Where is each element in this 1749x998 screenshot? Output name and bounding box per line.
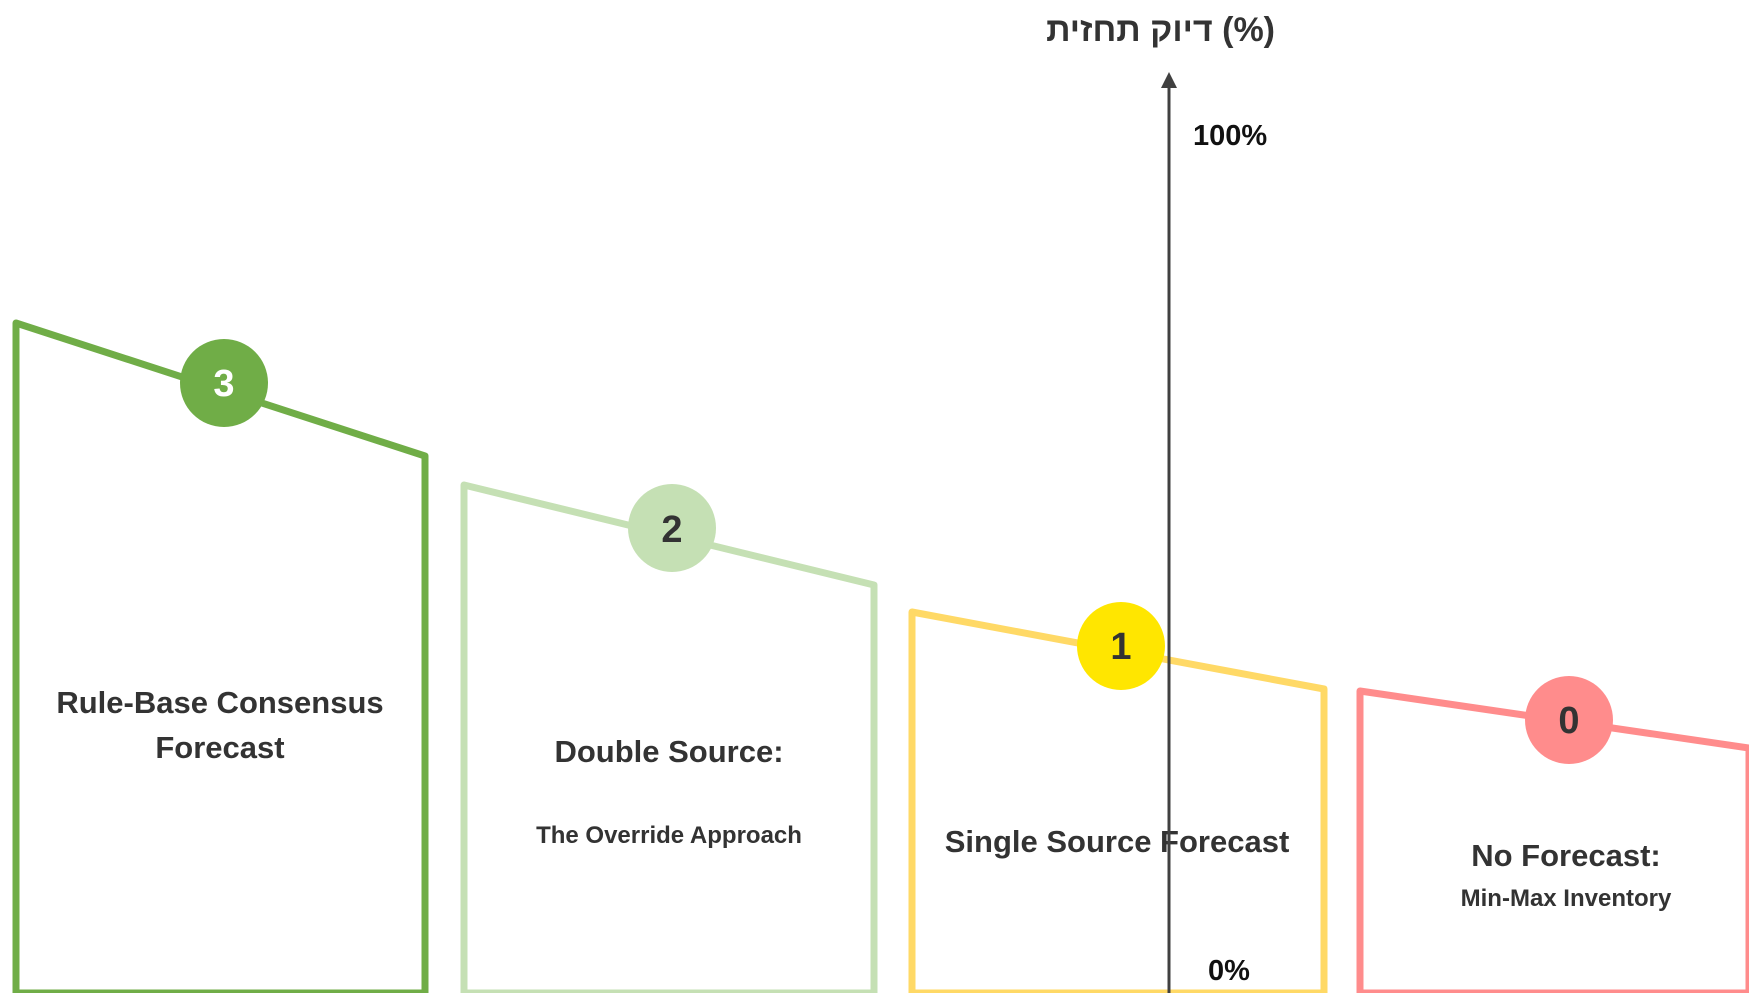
level-0-subtitle: Min-Max Inventory bbox=[1461, 885, 1672, 912]
level-3-panel: 3 Rule-Base Consensus Forecast bbox=[12, 319, 429, 997]
level-3-number: 3 bbox=[213, 363, 234, 405]
axis-title: דיוק תחזית (%) bbox=[1046, 11, 1275, 49]
level-0-title: No Forecast: bbox=[1471, 838, 1660, 873]
axis-bottom-label: 0% bbox=[1208, 955, 1250, 987]
level-2-subtitle: The Override Approach bbox=[536, 822, 802, 849]
level-1-badge bbox=[1077, 602, 1165, 690]
level-1-number: 1 bbox=[1110, 626, 1131, 668]
axis-arrowhead-icon bbox=[1161, 72, 1177, 88]
level-0-badge bbox=[1525, 676, 1613, 764]
level-3-title: Rule-Base Consensus bbox=[56, 685, 383, 720]
level-3-badge bbox=[180, 339, 268, 427]
level-0-outline bbox=[1356, 687, 1749, 997]
level-2-badge bbox=[628, 484, 716, 572]
level-1-title: Single Source Forecast bbox=[945, 824, 1290, 859]
level-0-panel: 0 No Forecast: Min-Max Inventory bbox=[1356, 676, 1749, 997]
axis-top-label: 100% bbox=[1193, 120, 1267, 152]
level-2-panel: 2 Double Source: The Override Approach bbox=[460, 481, 878, 997]
level-1-panel: 1 Single Source Forecast bbox=[908, 602, 1328, 997]
accuracy-axis: דיוק תחזית (%) 100% 0% bbox=[1046, 11, 1275, 993]
level-0-number: 0 bbox=[1558, 700, 1579, 742]
level-2-number: 2 bbox=[661, 509, 682, 551]
level-2-title: Double Source: bbox=[554, 734, 783, 769]
level-3-title-line2: Forecast bbox=[155, 730, 284, 765]
